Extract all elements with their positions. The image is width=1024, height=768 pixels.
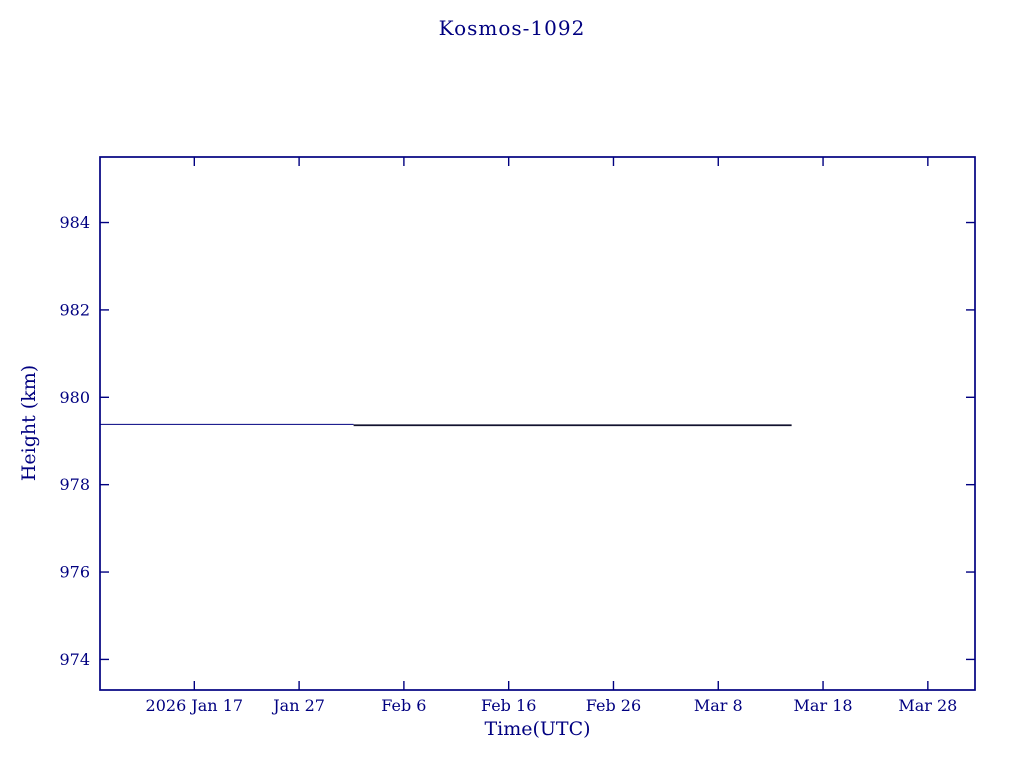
x-tick-label: Jan 27 [271,696,325,715]
x-axis-label: Time(UTC) [484,718,591,740]
x-tick-label: 2026 Jan 17 [146,696,244,715]
y-tick-label: 978 [59,475,90,494]
x-tick-label: Mar 18 [794,696,853,715]
x-tick-label: Mar 28 [898,696,957,715]
y-tick-label: 974 [59,650,90,669]
x-tick-label: Feb 6 [381,696,426,715]
y-tick-label: 980 [59,388,90,407]
y-tick-label: 984 [59,213,90,232]
y-tick-label: 982 [59,300,90,319]
y-tick-label: 976 [59,563,90,582]
x-tick-label: Feb 16 [481,696,536,715]
x-tick-label: Mar 8 [694,696,743,715]
plot-frame [99,156,976,691]
chart-title: Kosmos-1092 [438,16,586,40]
x-tick-label: Feb 26 [586,696,641,715]
